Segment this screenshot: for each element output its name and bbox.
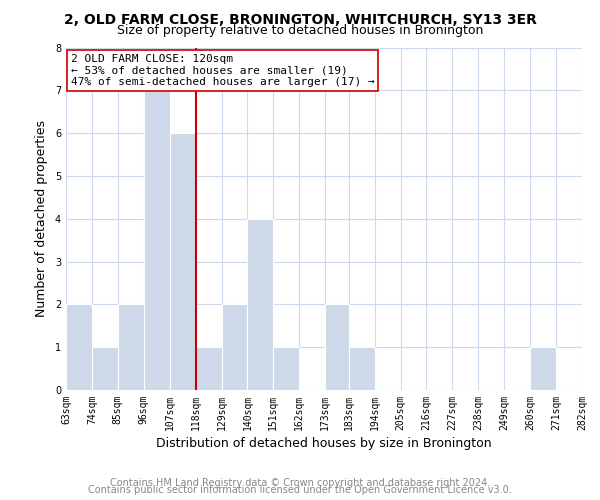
Bar — [221, 304, 247, 390]
Bar — [144, 90, 170, 390]
Bar — [247, 219, 274, 390]
Bar — [118, 304, 144, 390]
Bar — [66, 304, 92, 390]
Bar — [196, 347, 221, 390]
Bar — [349, 347, 374, 390]
Text: 2 OLD FARM CLOSE: 120sqm
← 53% of detached houses are smaller (19)
47% of semi-d: 2 OLD FARM CLOSE: 120sqm ← 53% of detach… — [71, 54, 374, 87]
Y-axis label: Number of detached properties: Number of detached properties — [35, 120, 48, 318]
Text: Contains HM Land Registry data © Crown copyright and database right 2024.: Contains HM Land Registry data © Crown c… — [110, 478, 490, 488]
Bar — [92, 347, 118, 390]
Bar — [170, 133, 196, 390]
Text: 2, OLD FARM CLOSE, BRONINGTON, WHITCHURCH, SY13 3ER: 2, OLD FARM CLOSE, BRONINGTON, WHITCHURC… — [64, 12, 536, 26]
Text: Size of property relative to detached houses in Bronington: Size of property relative to detached ho… — [117, 24, 483, 37]
Bar — [325, 304, 349, 390]
X-axis label: Distribution of detached houses by size in Bronington: Distribution of detached houses by size … — [156, 437, 492, 450]
Bar — [274, 347, 299, 390]
Text: Contains public sector information licensed under the Open Government Licence v3: Contains public sector information licen… — [88, 485, 512, 495]
Bar — [530, 347, 556, 390]
